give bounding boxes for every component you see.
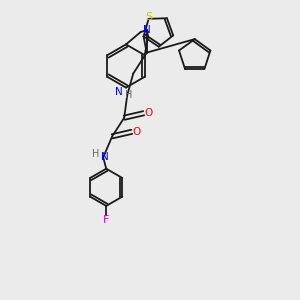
Text: H: H	[125, 90, 132, 100]
Text: O: O	[132, 127, 140, 137]
Text: S: S	[145, 12, 152, 22]
Text: O: O	[144, 108, 152, 118]
Text: F: F	[103, 215, 110, 225]
Text: H: H	[92, 149, 99, 159]
Text: N: N	[143, 25, 151, 35]
Text: N: N	[101, 152, 109, 162]
Text: N: N	[115, 87, 123, 97]
